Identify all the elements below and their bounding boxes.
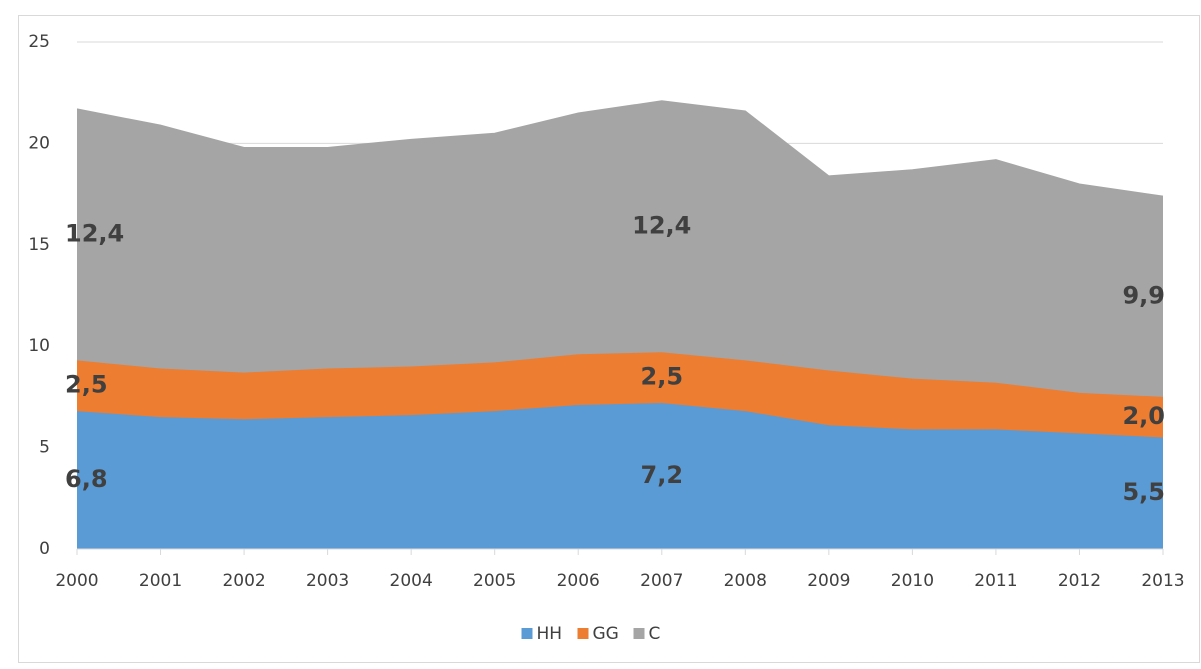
- x-tick-label: 2012: [1058, 571, 1101, 591]
- data-label: 7,2: [641, 461, 684, 489]
- legend-swatch: [521, 628, 533, 639]
- area-fill: [77, 100, 1163, 397]
- data-label: 12,4: [65, 220, 124, 248]
- legend-label: GG: [593, 624, 619, 644]
- x-tick-label: 2003: [306, 571, 349, 591]
- legend-label: C: [649, 624, 661, 644]
- data-label: 2,0: [1122, 402, 1165, 430]
- area-fill: [77, 352, 1163, 438]
- legend-label: HH: [537, 624, 563, 644]
- x-tick-label: 2000: [55, 571, 98, 591]
- data-label: 2,5: [65, 371, 108, 399]
- x-tick-label: 2006: [557, 571, 600, 591]
- y-tick-label: 15: [28, 235, 50, 255]
- x-tick-label: 2013: [1141, 571, 1184, 591]
- area-fill: [77, 402, 1163, 549]
- area-edge: [76, 100, 1164, 197]
- y-tick-label: 0: [39, 539, 50, 559]
- y-tick-label: 20: [28, 133, 50, 153]
- data-label: 5,5: [1122, 478, 1165, 506]
- y-tick-label: 10: [28, 336, 50, 356]
- y-tick-label: 5: [39, 438, 50, 458]
- x-tick-label: 2009: [807, 571, 850, 591]
- legend-swatch: [577, 628, 589, 639]
- x-tick-label: 2010: [891, 571, 934, 591]
- data-label: 9,9: [1122, 282, 1165, 310]
- x-tick-label: 2002: [222, 571, 265, 591]
- x-tick-label: 2008: [724, 571, 767, 591]
- data-label: 6,8: [65, 465, 108, 493]
- legend-swatch: [633, 628, 645, 639]
- x-tick-label: 2011: [974, 571, 1017, 591]
- data-label: 2,5: [641, 363, 684, 391]
- x-tick-label: 2001: [139, 571, 182, 591]
- data-label: 12,4: [632, 212, 691, 240]
- x-tick-label: 2005: [473, 571, 516, 591]
- x-tick-label: 2007: [640, 571, 683, 591]
- y-tick-label: 25: [28, 32, 50, 52]
- x-tick-label: 2004: [390, 571, 433, 591]
